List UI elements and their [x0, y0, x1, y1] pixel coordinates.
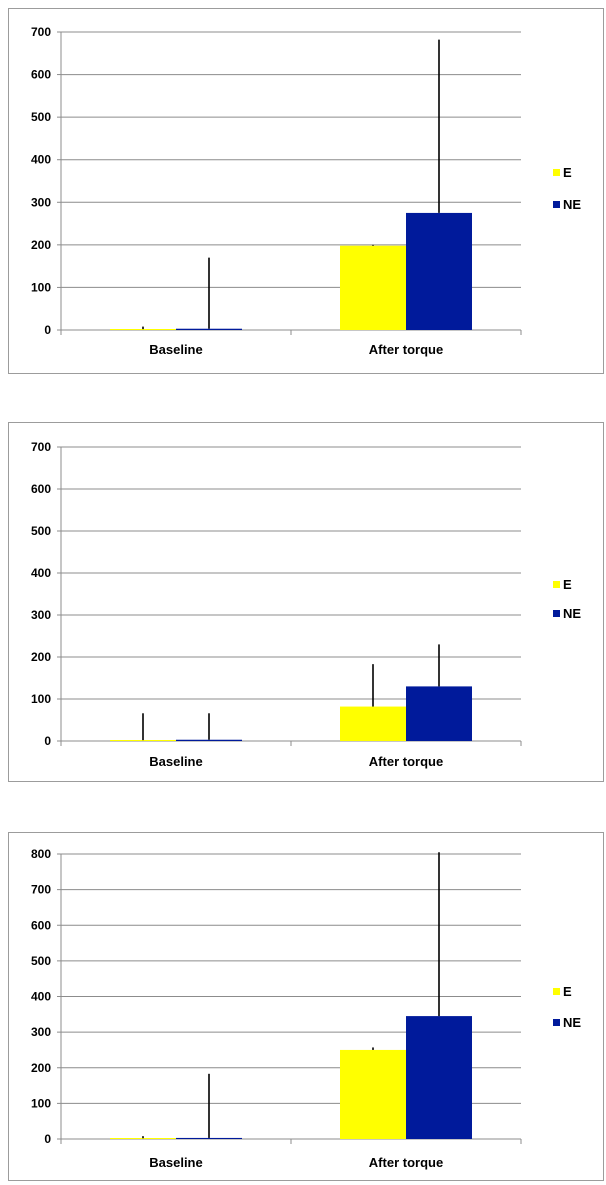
bar-e-after-torque	[340, 1049, 406, 1139]
legend-swatch-e	[553, 581, 560, 588]
y-tick-label: 500	[31, 110, 51, 124]
legend-label-e: E	[563, 165, 572, 180]
y-tick-label: 600	[31, 482, 51, 496]
x-category-label: Baseline	[149, 754, 202, 769]
y-tick-label: 400	[31, 153, 51, 167]
y-tick-label: 400	[31, 990, 51, 1004]
y-tick-label: 300	[31, 608, 51, 622]
bar-ne-after-torque	[406, 1016, 472, 1139]
y-tick-label: 200	[31, 238, 51, 252]
legend-label-e: E	[563, 577, 572, 592]
y-tick-label: 300	[31, 195, 51, 209]
legend-swatch-ne	[553, 1019, 560, 1026]
y-tick-label: 700	[31, 883, 51, 897]
y-tick-label: 300	[31, 1025, 51, 1039]
y-tick-label: 500	[31, 524, 51, 538]
legend-swatch-e	[553, 988, 560, 995]
y-tick-label: 600	[31, 68, 51, 82]
y-tick-label: 800	[31, 847, 51, 861]
legend-swatch-e	[553, 169, 560, 176]
x-category-label: After torque	[369, 1155, 443, 1170]
legend-label-e: E	[563, 984, 572, 999]
bar-ne-baseline	[176, 328, 242, 330]
chart-panel-2: 0 100 200 300 400 500 600 700 Baseline After torq…	[8, 422, 604, 782]
bar-e-after-torque	[340, 706, 406, 741]
y-tick-label: 100	[31, 280, 51, 294]
y-tick-label: 0	[44, 1132, 51, 1146]
bar-e-after-torque	[340, 245, 406, 330]
legend-swatch-ne	[553, 201, 560, 208]
y-tick-label: 200	[31, 650, 51, 664]
y-tick-label: 400	[31, 566, 51, 580]
bar-e-baseline	[110, 329, 176, 330]
y-tick-label: 500	[31, 954, 51, 968]
bar-ne-baseline	[176, 1137, 242, 1139]
chart-panel-1: 0 100 200 300 400 500 600 700 Baseline After torq…	[8, 8, 604, 374]
y-tick-label: 100	[31, 692, 51, 706]
y-tick-label: 700	[31, 25, 51, 39]
x-category-label: After torque	[369, 342, 443, 357]
bar-ne-baseline	[176, 739, 242, 741]
legend-label-ne: NE	[563, 1015, 581, 1030]
x-category-label: Baseline	[149, 342, 202, 357]
bar-ne-after-torque	[406, 686, 472, 741]
y-tick-label: 0	[44, 323, 51, 337]
chart-1: 0 100 200 300 400 500 600 700 Baseline After torq…	[31, 25, 581, 357]
bar-e-baseline	[110, 1138, 176, 1139]
legend-label-ne: NE	[563, 197, 581, 212]
bar-e-baseline	[110, 740, 176, 741]
legend-swatch-ne	[553, 610, 560, 617]
x-category-label: Baseline	[149, 1155, 202, 1170]
chart-2: 0 100 200 300 400 500 600 700 Baseline After torq…	[31, 440, 581, 769]
y-tick-label: 100	[31, 1096, 51, 1110]
x-category-label: After torque	[369, 754, 443, 769]
y-tick-label: 0	[44, 734, 51, 748]
y-tick-label: 200	[31, 1061, 51, 1075]
chart-3: 0 100 200 300 400 500 600 700 800 Baseline After t…	[31, 847, 581, 1170]
legend-label-ne: NE	[563, 606, 581, 621]
bar-ne-after-torque	[406, 212, 472, 330]
y-tick-label: 700	[31, 440, 51, 454]
y-tick-label: 600	[31, 918, 51, 932]
chart-panel-3: 0 100 200 300 400 500 600 700 800 Baseline After t…	[8, 832, 604, 1181]
